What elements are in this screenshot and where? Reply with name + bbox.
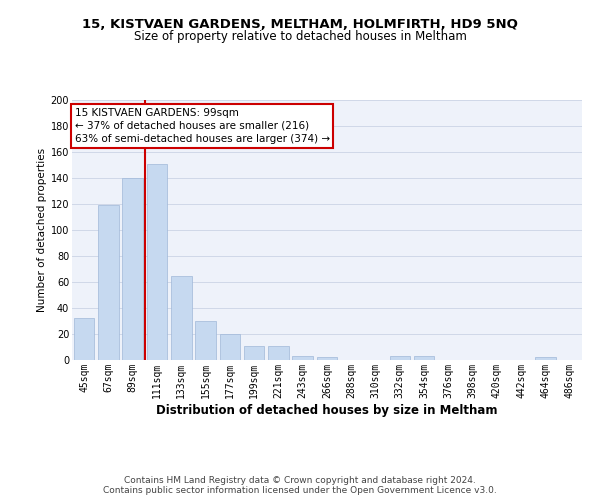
- Text: 15 KISTVAEN GARDENS: 99sqm
← 37% of detached houses are smaller (216)
63% of sem: 15 KISTVAEN GARDENS: 99sqm ← 37% of deta…: [74, 108, 329, 144]
- Bar: [244, 346, 265, 360]
- Bar: [317, 358, 337, 360]
- Bar: [414, 356, 434, 360]
- Bar: [195, 321, 216, 360]
- Text: Contains HM Land Registry data © Crown copyright and database right 2024.: Contains HM Land Registry data © Crown c…: [124, 476, 476, 485]
- Bar: [74, 318, 94, 360]
- Bar: [292, 356, 313, 360]
- Y-axis label: Number of detached properties: Number of detached properties: [37, 148, 47, 312]
- Bar: [268, 346, 289, 360]
- Bar: [122, 178, 143, 360]
- Text: Contains public sector information licensed under the Open Government Licence v3: Contains public sector information licen…: [103, 486, 497, 495]
- Bar: [389, 356, 410, 360]
- Text: Size of property relative to detached houses in Meltham: Size of property relative to detached ho…: [134, 30, 466, 43]
- X-axis label: Distribution of detached houses by size in Meltham: Distribution of detached houses by size …: [156, 404, 498, 416]
- Bar: [146, 164, 167, 360]
- Bar: [98, 206, 119, 360]
- Bar: [220, 334, 240, 360]
- Text: 15, KISTVAEN GARDENS, MELTHAM, HOLMFIRTH, HD9 5NQ: 15, KISTVAEN GARDENS, MELTHAM, HOLMFIRTH…: [82, 18, 518, 30]
- Bar: [535, 358, 556, 360]
- Bar: [171, 276, 191, 360]
